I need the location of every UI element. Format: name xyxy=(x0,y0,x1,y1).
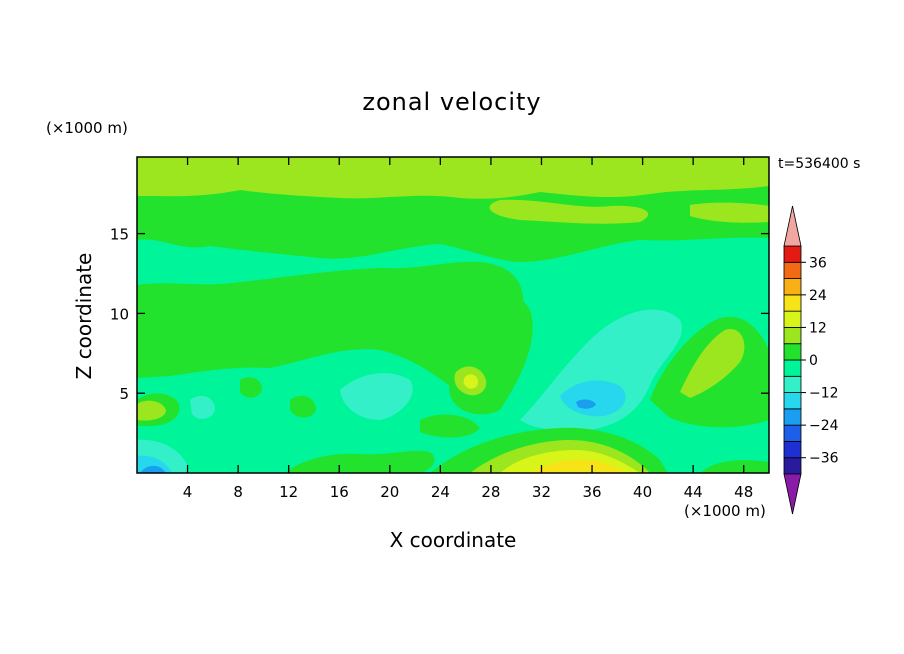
colorbar-tick-label: 12 xyxy=(809,320,827,336)
colorbar-tick-label: 0 xyxy=(809,353,818,369)
cyan-region xyxy=(520,309,683,431)
colorbar-swatch xyxy=(783,441,802,459)
cyan-patch-left xyxy=(190,395,215,419)
colorbar-tick-label: −36 xyxy=(809,451,839,467)
colorbar-under-arrow xyxy=(783,473,802,515)
x-axis-ticks: 4 8 12 16 20 24 28 32 36 40 44 48 xyxy=(183,157,753,501)
top-strip-region xyxy=(137,157,769,199)
upper-yellowgreen-patch xyxy=(489,199,649,224)
green-patches-mid xyxy=(240,377,480,438)
time-label: t=536400 s xyxy=(778,156,861,172)
colorbar-swatch xyxy=(783,375,802,393)
local-max-core xyxy=(463,374,478,389)
x-axis-unit: (×1000 m) xyxy=(684,502,766,520)
colorbar-swatch xyxy=(783,327,802,345)
x-axis-label: X coordinate xyxy=(389,528,517,552)
y-tick-label: 10 xyxy=(110,305,129,323)
colorbar-swatch xyxy=(783,424,802,442)
right-plume-core xyxy=(680,328,745,398)
colorbar-tick-label: 24 xyxy=(809,288,827,304)
surface-jet-core xyxy=(530,459,626,473)
x-tick-label: 20 xyxy=(380,483,399,501)
colorbar-swatch xyxy=(783,294,802,312)
left-low-yellowgreen xyxy=(137,400,166,421)
x-tick-label: 8 xyxy=(233,483,243,501)
colorbar-tick-label: 36 xyxy=(809,255,827,271)
left-green-tongue xyxy=(137,261,524,400)
x-tick-label: 16 xyxy=(330,483,349,501)
x-tick-label: 32 xyxy=(532,483,551,501)
cyan-patch-mid-left xyxy=(340,373,413,420)
x-tick-label: 4 xyxy=(183,483,193,501)
colorbar-swatch xyxy=(783,310,802,328)
contour-field xyxy=(137,157,769,473)
colorbar-swatch xyxy=(783,457,802,475)
y-axis-ticks: 5 10 15 xyxy=(110,226,769,403)
upper-right-patch xyxy=(690,202,769,223)
bottom-right-green xyxy=(700,460,769,473)
colorbar-swatch xyxy=(783,261,802,279)
colorbar-swatch xyxy=(783,245,802,263)
colorbar-swatch xyxy=(783,278,802,296)
colorbar-swatch xyxy=(783,408,802,426)
colorbar-swatch xyxy=(783,392,802,410)
bottom-left-blue xyxy=(140,465,166,473)
x-tick-label: 24 xyxy=(431,483,450,501)
colorbar: 36 24 12 0 −12 −24 −36 xyxy=(783,205,839,515)
colorbar-swatch xyxy=(783,359,802,377)
blue-minimum xyxy=(576,399,596,409)
y-tick-label: 5 xyxy=(119,385,129,403)
colorbar-tick-label: −12 xyxy=(809,386,839,402)
chart-title: zonal velocity xyxy=(362,88,542,116)
x-tick-label: 36 xyxy=(582,483,601,501)
colorbar-over-arrow xyxy=(783,205,802,247)
colorbar-tick-label: −24 xyxy=(809,418,839,434)
x-tick-label: 44 xyxy=(684,483,703,501)
cyan-light-core xyxy=(560,380,626,417)
y-tick-label: 15 xyxy=(110,226,129,244)
x-tick-label: 28 xyxy=(481,483,500,501)
plot-frame xyxy=(136,156,770,474)
bottom-green-strip xyxy=(285,450,435,473)
y-axis-unit: (×1000 m) xyxy=(46,119,128,137)
colorbar-swatch xyxy=(783,343,802,361)
x-tick-label: 12 xyxy=(279,483,298,501)
x-tick-label: 48 xyxy=(734,483,753,501)
y-axis-label: Z coordinate xyxy=(72,252,96,380)
x-tick-label: 40 xyxy=(633,483,652,501)
